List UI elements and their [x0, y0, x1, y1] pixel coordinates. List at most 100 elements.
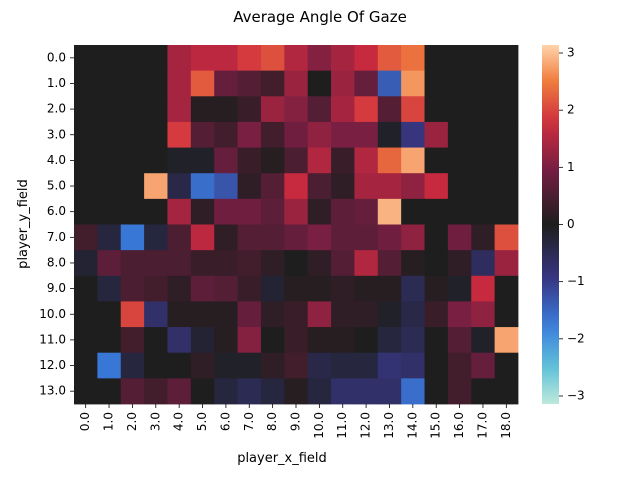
heatmap-cell [144, 250, 168, 277]
heatmap-cell [354, 378, 379, 405]
heatmap-cell [260, 173, 285, 200]
heatmap-cell [471, 70, 496, 97]
heatmap-cell [447, 327, 472, 354]
heatmap-cell [260, 250, 285, 277]
heatmap-cell [471, 96, 496, 123]
heatmap-cell [471, 301, 496, 328]
heatmap-cell [260, 275, 285, 302]
heatmap-cell [354, 198, 379, 225]
heatmap-cell [74, 147, 98, 174]
heatmap-cell [331, 327, 355, 354]
x-tick-label: 13.0 [382, 412, 396, 439]
heatmap-cell [284, 327, 309, 354]
colorbar-tick-label: 1 [567, 160, 575, 174]
heatmap-cell [167, 198, 192, 225]
heatmap-cell [377, 378, 402, 405]
heatmap-cell [260, 45, 285, 72]
heatmap-cell [144, 121, 168, 148]
heatmap-cell [471, 378, 496, 405]
heatmap-cell [214, 45, 238, 72]
y-axis-label: player_y_field [16, 179, 31, 269]
heatmap-cell [190, 121, 215, 148]
heatmap-cell [377, 224, 402, 251]
heatmap-cell [237, 352, 262, 379]
heatmap-cell [377, 275, 402, 302]
heatmap-cell [214, 121, 238, 148]
heatmap-cell [331, 173, 355, 200]
heatmap-cell [97, 121, 122, 148]
heatmap-cell [424, 378, 449, 405]
heatmap-cell [97, 352, 122, 379]
heatmap-cell [167, 301, 192, 328]
x-tick-label: 8.0 [265, 412, 279, 431]
heatmap-cell [471, 224, 496, 251]
heatmap-cell [447, 96, 472, 123]
heatmap-cell [447, 198, 472, 225]
colorbar-tick-label: 2 [567, 103, 575, 117]
heatmap-cell [447, 45, 472, 72]
colorbar-tick-label: −3 [567, 388, 585, 402]
heatmap-cell [120, 352, 145, 379]
heatmap-cell [237, 327, 262, 354]
colorbar: −3 −2 −1 0 1 2 3 [542, 45, 585, 404]
heatmap-cell [424, 96, 449, 123]
heatmap-cell [97, 70, 122, 97]
heatmap-cell [190, 45, 215, 72]
heatmap-cell [260, 147, 285, 174]
heatmap-cell [167, 147, 192, 174]
heatmap-cell [260, 301, 285, 328]
heatmap-cell [284, 250, 309, 277]
heatmap-cell [424, 147, 449, 174]
x-tick-label: 15.0 [429, 412, 443, 439]
y-tick-label: 13.0 [39, 384, 66, 398]
heatmap-cell [237, 96, 262, 123]
heatmap-cell [401, 275, 425, 302]
chart-title: Average Angle Of Gaze [233, 8, 407, 26]
heatmap-cell [494, 96, 519, 123]
heatmap-cell [494, 147, 519, 174]
heatmap-cell [307, 96, 332, 123]
heatmap-cell [377, 198, 402, 225]
heatmap-cell [377, 70, 402, 97]
heatmap-cell [120, 96, 145, 123]
y-tick-label: 12.0 [39, 358, 66, 372]
heatmap-cell [471, 352, 496, 379]
heatmap-cell [120, 327, 145, 354]
y-tick-label: 6.0 [47, 204, 66, 218]
heatmap-cell [401, 327, 425, 354]
heatmap-cell [260, 327, 285, 354]
heatmap-cell [190, 147, 215, 174]
heatmap-cell [190, 198, 215, 225]
heatmap-cell [97, 173, 122, 200]
heatmap-cell [97, 301, 122, 328]
heatmap-cell [97, 250, 122, 277]
heatmap-cell [74, 352, 98, 379]
heatmap-cell [424, 352, 449, 379]
heatmap-cell [307, 378, 332, 405]
heatmap-cell [214, 378, 238, 405]
heatmap-cell [331, 96, 355, 123]
heatmap-cell [167, 224, 192, 251]
colorbar-gradient [542, 45, 559, 404]
heatmap-cell [471, 45, 496, 72]
x-tick-label: 12.0 [359, 412, 373, 439]
heatmap-cell [447, 224, 472, 251]
heatmap-cell [307, 352, 332, 379]
heatmap-cell [74, 173, 98, 200]
heatmap-cell [190, 250, 215, 277]
heatmap-cell [354, 173, 379, 200]
heatmap-cell [447, 147, 472, 174]
heatmap-cell [307, 301, 332, 328]
heatmap-cell [377, 173, 402, 200]
heatmap-cell [354, 250, 379, 277]
heatmap-cell [74, 301, 98, 328]
heatmap-cell [424, 275, 449, 302]
heatmap-cell [494, 173, 519, 200]
heatmap-cell [331, 147, 355, 174]
colorbar-tick-label: 3 [567, 46, 575, 60]
heatmap-cell [144, 198, 168, 225]
heatmap-cell [401, 250, 425, 277]
heatmap-cell [144, 301, 168, 328]
x-tick-label: 1.0 [102, 412, 116, 431]
heatmap-cell [377, 250, 402, 277]
